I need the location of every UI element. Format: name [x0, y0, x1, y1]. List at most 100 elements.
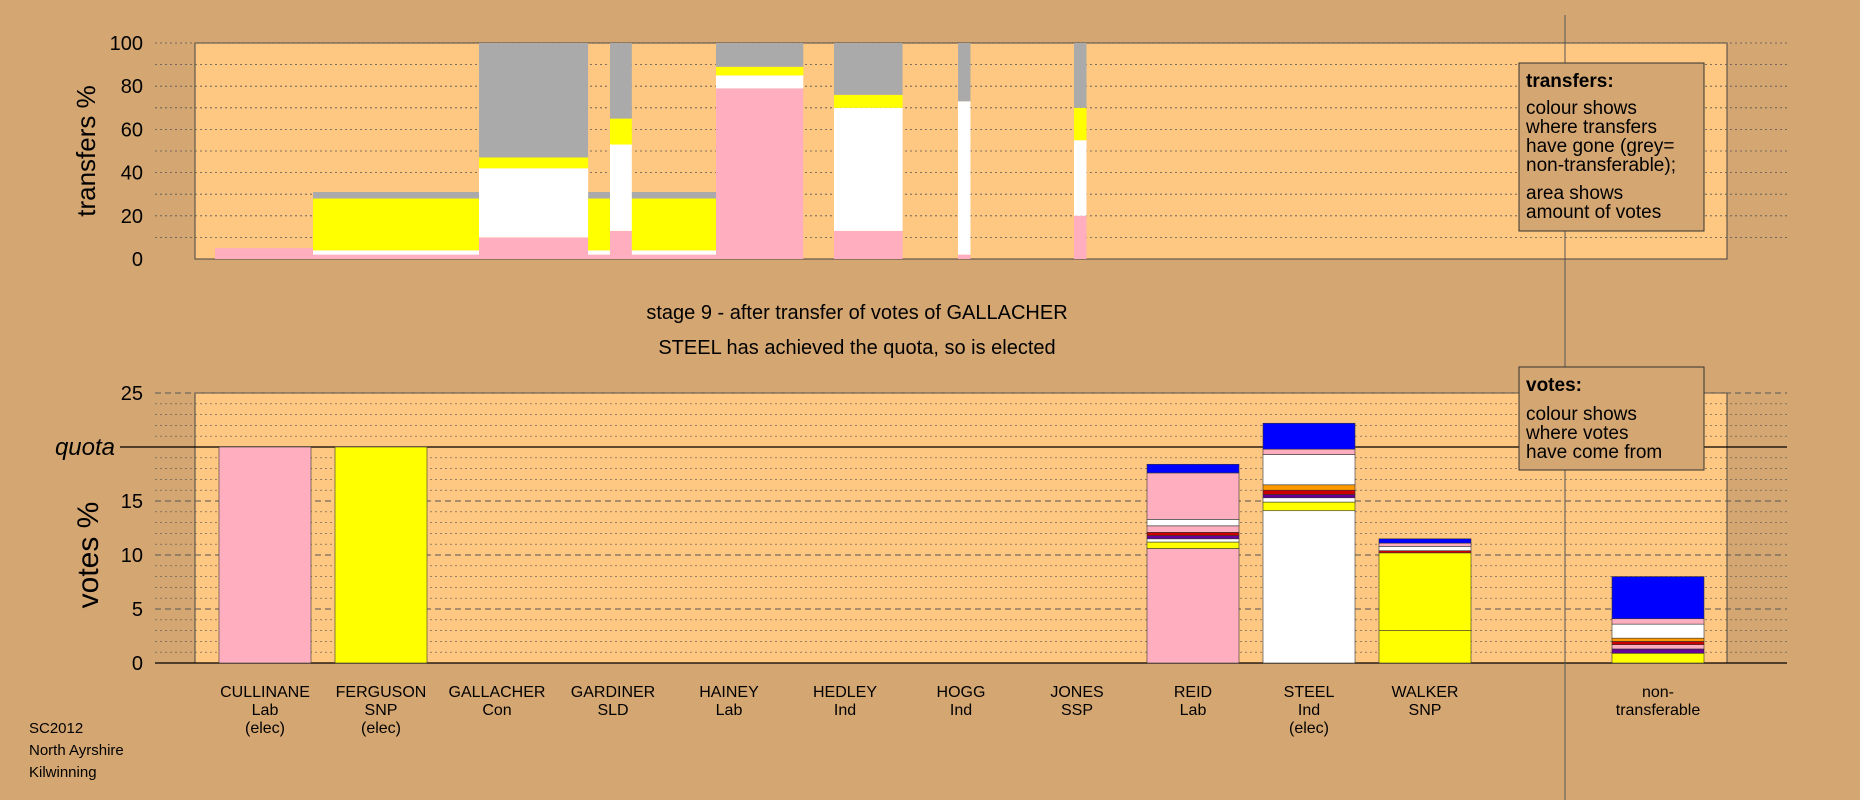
votes-tick-labels: 0 5 10 15 25	[121, 383, 143, 675]
candidate-label: Lab	[1180, 702, 1207, 719]
y-tick-label: 60	[121, 119, 143, 141]
votes-bars	[218, 422, 1705, 664]
candidate-label: Ind	[950, 702, 972, 719]
y-tick-label: 80	[121, 76, 143, 98]
candidate-label: (elec)	[361, 720, 401, 737]
y-tick-label: 40	[121, 163, 143, 185]
vote-segment	[218, 446, 312, 664]
transfer-segment	[958, 43, 971, 102]
vote-segment	[1262, 422, 1356, 450]
vote-segment	[1262, 494, 1356, 499]
footer-council: North Ayrshire	[29, 742, 124, 759]
transfers-legend-line: have gone (grey=	[1526, 136, 1674, 157]
candidate-label: HAINEY	[699, 684, 759, 701]
vote-segment	[1262, 484, 1356, 491]
transfer-segment	[716, 75, 804, 89]
transfer-segment	[1074, 43, 1087, 108]
candidate-label: REID	[1174, 684, 1212, 701]
vote-segment	[1146, 525, 1240, 533]
transfers-y-axis-label: transfers %	[71, 85, 101, 217]
votes-legend-line: where votes	[1525, 423, 1628, 444]
vote-segment	[1146, 532, 1240, 536]
stage-heading: stage 9 - after transfer of votes of GAL…	[646, 302, 1067, 324]
vote-segment	[1611, 637, 1705, 642]
vote-segment	[1146, 463, 1240, 474]
candidate-label: SNP	[1409, 702, 1442, 719]
transfers-legend: transfers: colour shows where transfers …	[1518, 62, 1705, 232]
vote-segment	[1378, 542, 1472, 547]
candidate-label: (elec)	[1289, 720, 1329, 737]
transfers-legend-title: transfers:	[1526, 71, 1614, 92]
transfer-segment	[716, 66, 804, 76]
candidate-label: FERGUSON	[336, 684, 427, 701]
footer-ward: Kilwinning	[29, 764, 97, 781]
vote-segment	[1146, 538, 1240, 543]
vote-segment	[1378, 546, 1472, 551]
vote-segment	[1262, 448, 1356, 455]
y-tick-label: 15	[121, 491, 143, 513]
y-tick-label: 10	[121, 545, 143, 567]
candidate-label: (elec)	[245, 720, 285, 737]
votes-legend-line: have come from	[1526, 442, 1662, 463]
vote-segment	[334, 446, 428, 664]
candidate-label: GALLACHER	[449, 684, 546, 701]
vote-segment	[1146, 472, 1240, 520]
vote-segment	[1611, 618, 1705, 625]
vote-segment	[1611, 641, 1705, 645]
transfer-segment	[716, 43, 804, 67]
vote-segment	[1611, 623, 1705, 639]
candidate-label: JONES	[1050, 684, 1103, 701]
vote-segment	[1611, 652, 1705, 664]
vote-segment	[1146, 541, 1240, 549]
transfer-segment	[479, 157, 589, 169]
transfers-chart: 0 20 40 60 80 100 transfers %	[71, 33, 1787, 271]
votes-legend: votes: colour shows where votes have com…	[1518, 366, 1705, 471]
transfer-segment	[958, 101, 971, 255]
vote-segment	[1378, 552, 1472, 631]
vote-segment	[1262, 510, 1356, 664]
quota-label: quota	[55, 434, 115, 461]
vote-segment	[1146, 548, 1240, 664]
y-tick-label: 0	[132, 653, 143, 675]
transfers-legend-line: area shows	[1526, 183, 1623, 204]
votes-legend-line: colour shows	[1526, 404, 1637, 425]
nontransferable-label: transferable	[1616, 702, 1701, 719]
candidate-labels: CULLINANE Lab (elec) FERGUSON SNP (elec) GALLA…	[220, 684, 1700, 737]
y-tick-label: 25	[121, 383, 143, 405]
candidate-label: HEDLEY	[813, 684, 877, 701]
vote-segment	[1611, 648, 1705, 654]
vote-segment	[1378, 538, 1472, 544]
votes-legend-box	[1518, 366, 1705, 471]
candidate-label: STEEL	[1284, 684, 1335, 701]
votes-plot-area	[194, 392, 1728, 664]
vote-segment	[1262, 497, 1356, 503]
vote-segment	[1611, 576, 1705, 620]
y-tick-label: 100	[110, 33, 143, 55]
vote-segment	[1262, 489, 1356, 495]
transfers-gridlines	[155, 42, 1787, 238]
transfer-segment	[716, 88, 804, 259]
y-tick-label: 0	[132, 249, 143, 271]
transfer-segment	[834, 43, 903, 95]
y-tick-label: 20	[121, 206, 143, 228]
transfer-segment	[610, 43, 632, 119]
vote-segment	[1262, 501, 1356, 512]
transfers-tick-labels: 0 20 40 60 80 100	[110, 33, 143, 271]
transfers-bars	[215, 43, 1087, 259]
transfer-segment	[610, 144, 632, 231]
footer-election: SC2012	[29, 720, 83, 737]
transfer-segment	[1074, 215, 1087, 259]
candidate-label: SSP	[1061, 702, 1093, 719]
transfer-segment	[610, 118, 632, 145]
candidate-label: CULLINANE	[220, 684, 310, 701]
vote-segment	[1611, 644, 1705, 650]
vote-segment	[1378, 630, 1472, 664]
candidate-label: HOGG	[937, 684, 986, 701]
transfer-segment	[1074, 140, 1087, 216]
candidate-label: SLD	[597, 702, 628, 719]
transfer-segment	[1074, 107, 1087, 141]
nontransferable-label: non-	[1642, 684, 1674, 701]
transfers-legend-line: non-transferable);	[1526, 155, 1676, 176]
candidate-label: Ind	[1298, 702, 1320, 719]
